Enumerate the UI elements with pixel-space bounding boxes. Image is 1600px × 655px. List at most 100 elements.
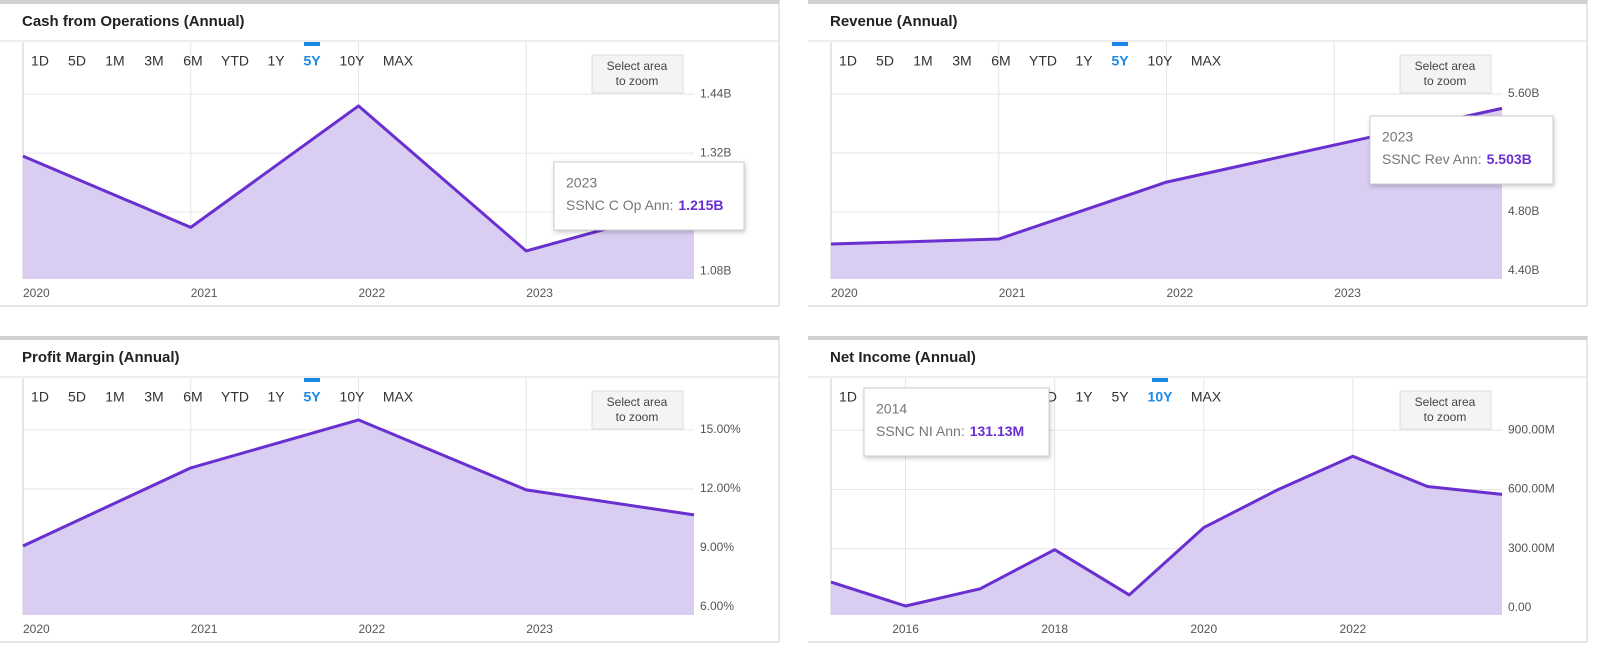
tooltip-title: 2014 [876,401,907,417]
x-tick-label: 2020 [23,622,50,636]
tooltip-box [863,387,1050,457]
tooltip-value: 131.13M [970,423,1024,439]
zoom-button[interactable] [1399,54,1492,94]
range-button[interactable]: 10Y [1148,53,1174,69]
range-button[interactable]: 5D [68,53,86,69]
range-button[interactable]: 1Y [1075,389,1093,405]
y-tick-label: 15.00% [700,422,741,436]
x-tick-label: 2023 [1334,286,1361,300]
range-button[interactable]: 6M [183,389,202,405]
range-button[interactable]: MAX [383,389,414,405]
range-button[interactable]: 1Y [1075,53,1093,69]
range-button[interactable]: MAX [1191,389,1222,405]
range-button[interactable]: 5D [68,389,86,405]
area-fill [23,419,694,615]
chart-panel: Cash from Operations (Annual) 2020 2021 202… [0,0,780,307]
y-tick-label: 4.40B [1508,263,1539,277]
zoom-label: to zoom [1424,410,1467,424]
panel-top-bar [0,336,779,340]
y-tick-label: 1.44B [700,86,731,100]
range-button[interactable]: 1D [839,53,857,69]
selected-indicator [1152,378,1168,382]
range-button[interactable]: 3M [144,53,163,69]
range-button[interactable]: 1D [31,53,49,69]
x-tick-label: 2022 [1167,286,1194,300]
x-tick-label: 2023 [526,622,553,636]
range-button[interactable]: 5Y [1111,389,1129,405]
range-button[interactable]: 1M [913,53,932,69]
x-tick-label: 2020 [1190,622,1217,636]
range-button[interactable]: 1Y [267,53,285,69]
x-tick-label: 2020 [831,286,858,300]
tooltip-value: 1.215B [678,197,723,213]
tooltip-value: 5.503B [1487,151,1532,167]
range-button[interactable]: MAX [1191,53,1222,69]
range-button[interactable]: MAX [383,53,414,69]
range-button[interactable]: 6M [991,53,1010,69]
x-tick-label: 2021 [999,286,1026,300]
zoom-label: Select area [1415,395,1476,409]
x-tick-label: 2018 [1041,622,1068,636]
range-button[interactable]: 1Y [267,389,285,405]
range-button[interactable]: 5D [876,53,894,69]
range-button[interactable]: 5Y [303,53,321,69]
y-tick-label: 5.60B [1508,86,1539,100]
range-button[interactable]: 1D [31,389,49,405]
x-tick-label: 2022 [1340,622,1367,636]
zoom-label: to zoom [616,410,659,424]
zoom-label: Select area [607,395,668,409]
x-tick-label: 2020 [23,286,50,300]
panel-top-bar [0,0,779,4]
x-tick-label: 2021 [191,622,218,636]
tooltip-text: SSNC Rev Ann: 5.503B [1382,151,1532,167]
y-tick-label: 6.00% [700,599,734,613]
range-button[interactable]: 1M [105,53,124,69]
tooltip-text: SSNC NI Ann: 131.13M [876,423,1024,439]
selected-indicator [304,42,320,46]
tooltip-label: SSNC NI Ann: [876,423,965,439]
zoom-label: Select area [607,59,668,73]
panel-top-bar [808,336,1587,340]
range-button[interactable]: 10Y [340,389,366,405]
range-button[interactable]: 10Y [340,53,366,69]
zoom-label: to zoom [1424,74,1467,88]
tooltip-text: SSNC C Op Ann: 1.215B [566,197,724,213]
range-button[interactable]: 6M [183,53,202,69]
range-button[interactable]: 10Y [1148,389,1174,405]
chart-panel: Revenue (Annual) 2020 2021 2022 2023 4.40B 4.8… [808,0,1588,307]
line [22,418,695,548]
x-tick-label: 2022 [359,622,386,636]
chart-title: Revenue (Annual) [830,13,958,30]
range-button[interactable]: YTD [221,53,249,69]
zoom-button[interactable] [591,390,684,430]
tooltip-box [1369,115,1554,185]
y-tick-label: 4.80B [1508,204,1539,218]
area-fill [23,105,694,279]
y-tick-label: 12.00% [700,481,741,495]
chart-title: Net Income (Annual) [830,349,976,366]
panel-top-bar [808,0,1587,4]
tooltip-title: 2023 [1382,129,1413,145]
range-button[interactable]: 3M [952,53,971,69]
x-tick-label: 2023 [526,286,553,300]
y-tick-label: 1.32B [700,145,731,159]
x-tick-label: 2016 [892,622,919,636]
range-button[interactable]: 1D [839,389,857,405]
range-button[interactable]: YTD [1029,53,1057,69]
chart-panel: Net Income (Annual) 2016 2018 2020 2022 0.00 3… [808,336,1588,643]
y-tick-label: 900.00M [1508,422,1555,436]
range-button[interactable]: YTD [221,389,249,405]
range-button[interactable]: 3M [144,389,163,405]
line [22,104,695,253]
tooltip-label: SSNC Rev Ann: [1382,151,1482,167]
x-tick-label: 2022 [359,286,386,300]
zoom-button[interactable] [591,54,684,94]
y-tick-label: 300.00M [1508,541,1555,555]
range-button[interactable]: 1M [105,389,124,405]
range-button[interactable]: 5Y [1111,53,1129,69]
selected-indicator [1112,42,1128,46]
range-button[interactable]: 5Y [303,389,321,405]
chart-title: Profit Margin (Annual) [22,349,180,366]
zoom-button[interactable] [1399,390,1492,430]
